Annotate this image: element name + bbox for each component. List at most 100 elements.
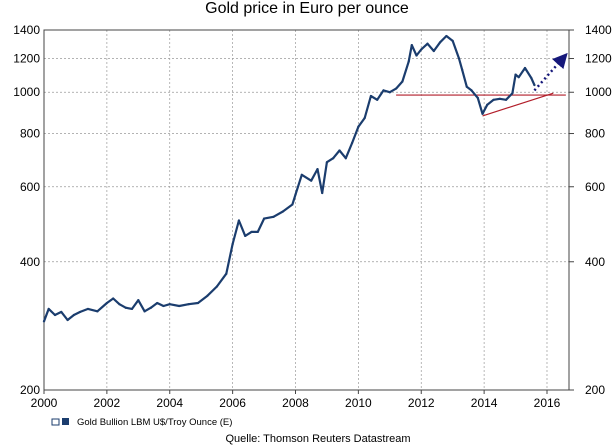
y-tick-label-left-200: 200 xyxy=(20,383,40,397)
data-point xyxy=(250,230,253,234)
data-point xyxy=(124,306,127,309)
data-point xyxy=(112,297,115,300)
data-point xyxy=(344,157,347,160)
data-point xyxy=(262,217,266,220)
data-point xyxy=(118,303,121,306)
data-point xyxy=(237,219,241,222)
data-point xyxy=(294,193,297,196)
annotations xyxy=(396,52,568,117)
data-point xyxy=(244,234,247,238)
data-point xyxy=(47,307,50,311)
data-point xyxy=(505,98,508,101)
legend: Gold Bullion LBM U$/Troy Ounce (E) xyxy=(51,417,232,428)
data-point xyxy=(291,203,294,206)
data-point xyxy=(432,49,435,53)
data-point xyxy=(465,85,468,88)
data-point xyxy=(300,173,303,176)
series-layer xyxy=(42,34,536,323)
data-point xyxy=(231,243,234,246)
data-point xyxy=(445,34,448,38)
data-point xyxy=(481,112,484,115)
y-tick-label-left-1400: 1400 xyxy=(13,23,40,37)
data-point xyxy=(332,157,335,160)
data-point xyxy=(439,41,442,44)
data-point xyxy=(486,103,489,106)
data-point xyxy=(156,301,159,305)
data-point xyxy=(225,272,228,275)
data-point xyxy=(461,68,464,71)
support-trendline xyxy=(482,92,554,117)
data-point xyxy=(363,116,366,120)
data-point xyxy=(420,48,423,51)
tick-labels: 2000 2002 2004 2006 2008 2010 2012 2014 2016 200 2… xyxy=(13,23,612,410)
y-tick-label-right-1400: 1400 xyxy=(585,23,612,37)
data-point xyxy=(492,98,495,101)
x-tick-label-2014: 2014 xyxy=(471,396,498,410)
data-point xyxy=(476,96,479,99)
data-point xyxy=(196,301,200,305)
data-point xyxy=(53,313,57,317)
data-point xyxy=(316,168,319,171)
data-point xyxy=(407,60,410,63)
data-point xyxy=(162,304,165,308)
x-tick-label-2010: 2010 xyxy=(345,396,372,410)
data-point xyxy=(137,299,140,302)
data-point xyxy=(143,310,146,313)
y-tick-label-left-1000: 1000 xyxy=(13,85,40,99)
data-point xyxy=(514,73,517,76)
legend-marker-filled xyxy=(62,418,69,425)
data-point xyxy=(517,76,520,79)
data-point xyxy=(457,57,461,60)
data-point xyxy=(187,303,190,306)
legend-marker-open xyxy=(51,418,60,426)
data-point xyxy=(357,125,360,128)
data-point xyxy=(79,310,82,314)
data-point xyxy=(338,149,341,152)
data-point xyxy=(388,91,391,94)
y-tick-label-right-800: 800 xyxy=(585,127,605,141)
data-point xyxy=(470,89,473,92)
data-point xyxy=(66,318,69,322)
data-point xyxy=(256,230,259,234)
data-point xyxy=(105,301,108,305)
data-point xyxy=(511,92,514,95)
y-tick-label-left-800: 800 xyxy=(20,127,40,141)
data-point xyxy=(149,306,152,309)
source-label: Quelle: Thomson Reuters Datastream xyxy=(225,433,410,445)
data-point xyxy=(523,66,527,70)
x-tick-label-2004: 2004 xyxy=(156,396,183,410)
data-point xyxy=(42,320,46,323)
data-point xyxy=(533,83,536,87)
x-tick-label-2012: 2012 xyxy=(408,396,435,410)
grid xyxy=(44,30,569,390)
x-tick-label-2006: 2006 xyxy=(219,396,246,410)
legend-label: Gold Bullion LBM U$/Troy Ounce (E) xyxy=(77,417,232,428)
data-point xyxy=(426,42,429,45)
data-point xyxy=(376,98,379,101)
y-tick-label-right-400: 400 xyxy=(585,255,605,269)
data-point xyxy=(281,210,285,213)
y-tick-label-right-1000: 1000 xyxy=(585,85,612,99)
data-point xyxy=(206,294,209,297)
data-point xyxy=(530,76,533,80)
data-point xyxy=(369,94,373,98)
data-point xyxy=(60,310,63,314)
data-point xyxy=(272,215,275,218)
data-point xyxy=(86,307,90,311)
data-point xyxy=(168,303,171,306)
x-tick-label-2000: 2000 xyxy=(31,396,58,410)
data-point xyxy=(310,179,313,182)
data-point xyxy=(415,54,418,57)
data-point xyxy=(72,313,75,317)
data-point xyxy=(321,191,324,195)
x-tick-label-2002: 2002 xyxy=(94,396,121,410)
data-point xyxy=(178,304,181,308)
x-tick-label-2016: 2016 xyxy=(534,396,561,410)
data-point xyxy=(382,89,385,92)
y-tick-label-right-1200: 1200 xyxy=(585,52,612,66)
y-tick-label-right-200: 200 xyxy=(585,383,605,397)
y-tick-label-right-600: 600 xyxy=(585,180,605,194)
plot-frame xyxy=(43,29,570,391)
